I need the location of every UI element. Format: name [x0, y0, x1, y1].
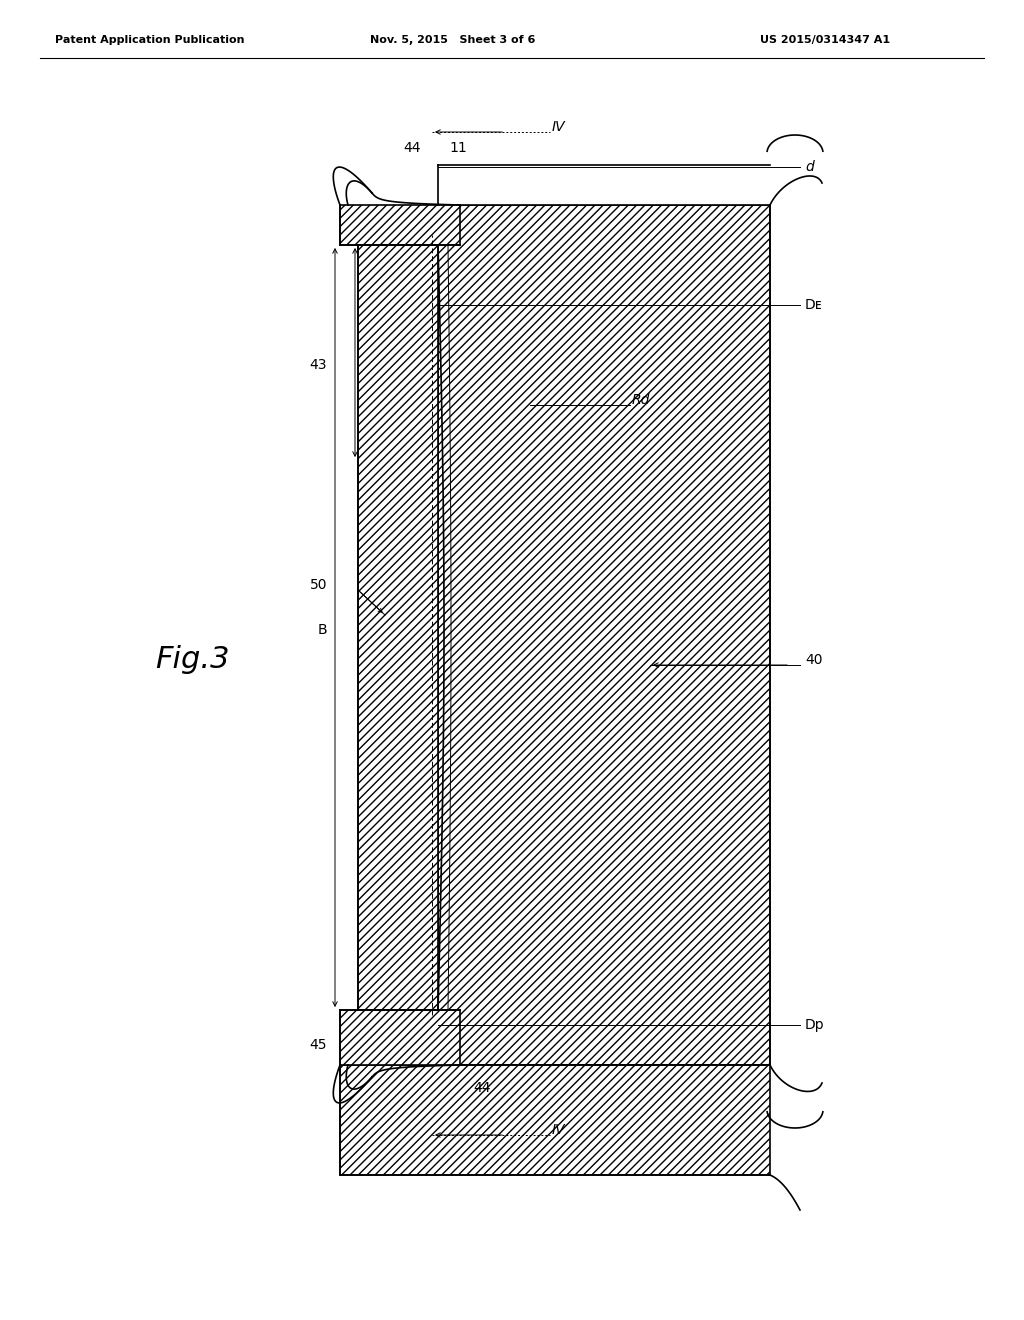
Bar	[358, 246, 438, 1010]
Text: 45: 45	[309, 1038, 327, 1052]
Text: B: B	[317, 623, 327, 638]
Text: Dᴇ: Dᴇ	[805, 298, 822, 312]
Bar	[340, 1010, 460, 1065]
Text: 44: 44	[473, 1081, 490, 1096]
Text: Nov. 5, 2015   Sheet 3 of 6: Nov. 5, 2015 Sheet 3 of 6	[370, 36, 536, 45]
Bar	[438, 165, 770, 205]
Text: Fig.3: Fig.3	[155, 645, 229, 675]
Text: 44: 44	[403, 141, 421, 154]
Text: 11: 11	[450, 141, 467, 154]
Text: IV: IV	[552, 1123, 565, 1137]
Text: US 2015/0314347 A1: US 2015/0314347 A1	[760, 36, 890, 45]
Text: Dp: Dp	[805, 1018, 824, 1032]
Bar	[340, 1065, 770, 1175]
Text: IV: IV	[552, 120, 565, 135]
Text: 50: 50	[309, 578, 327, 591]
Text: d: d	[805, 160, 814, 174]
Text: 40: 40	[805, 653, 822, 667]
Text: Rd: Rd	[632, 393, 650, 407]
Bar	[340, 205, 460, 246]
Text: Patent Application Publication: Patent Application Publication	[55, 36, 245, 45]
Bar	[438, 205, 770, 1065]
Text: 43: 43	[309, 358, 327, 372]
